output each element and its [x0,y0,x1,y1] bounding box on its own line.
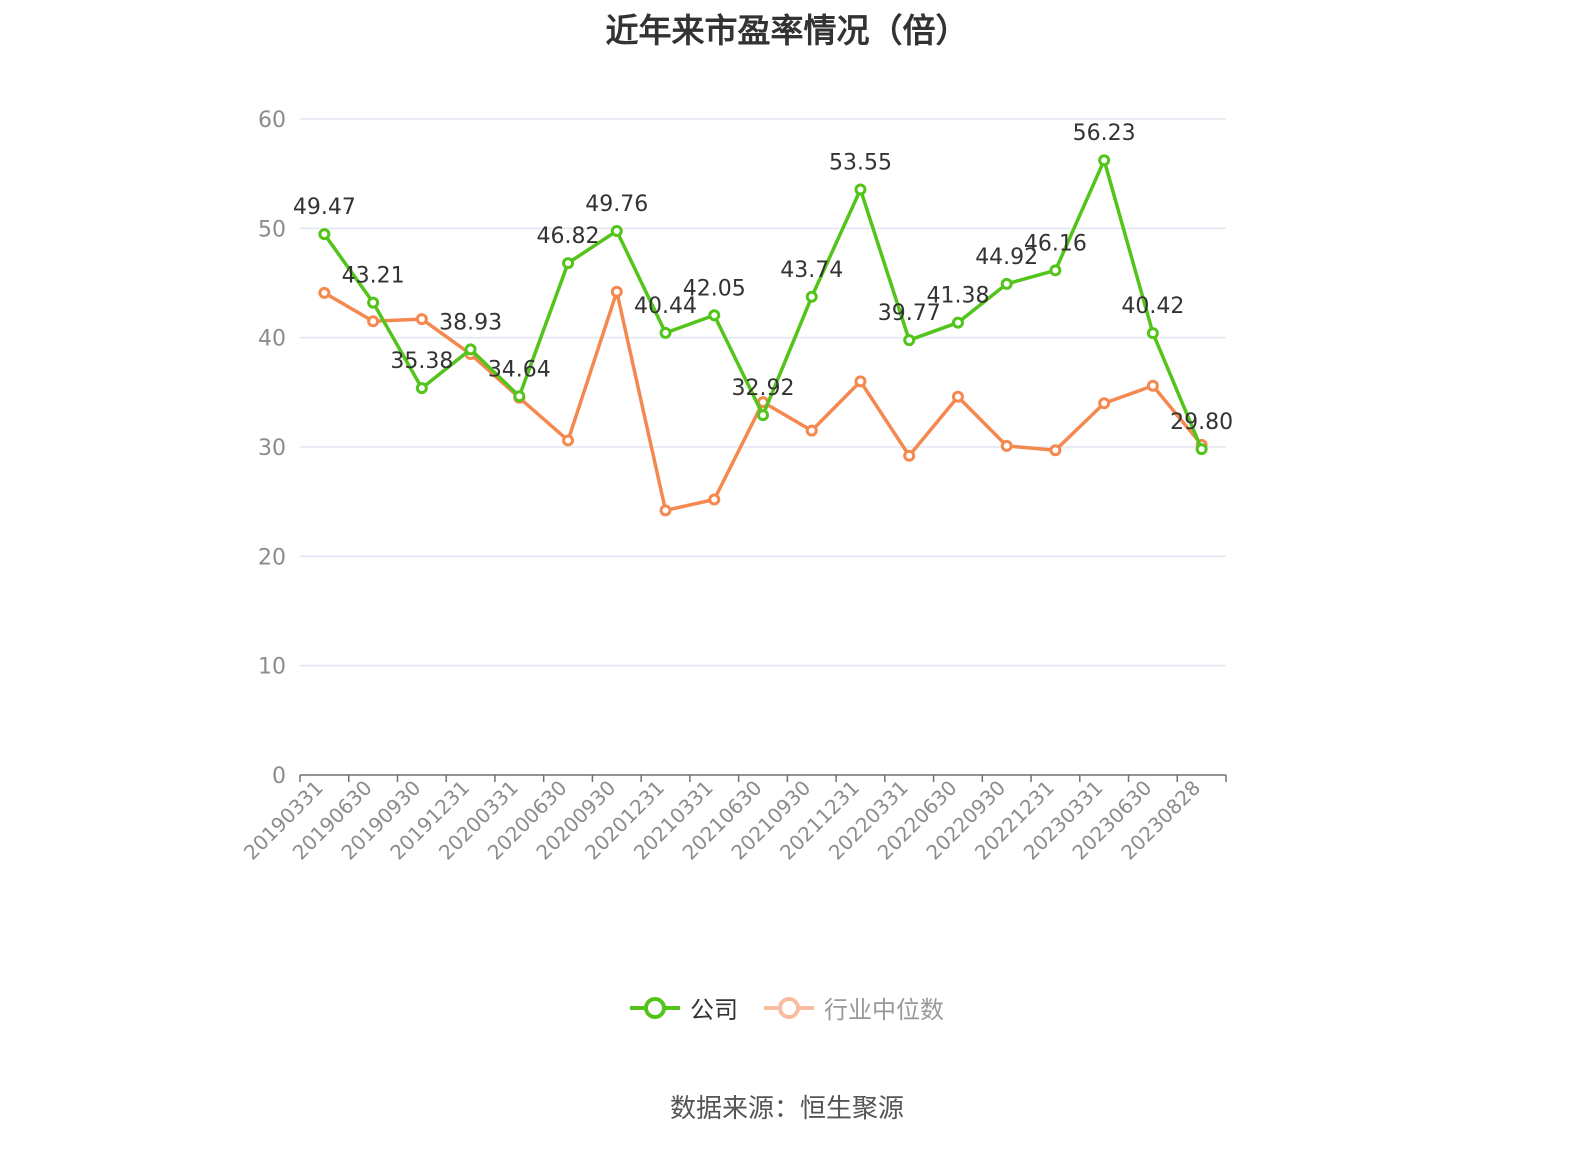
legend: 公司 行业中位数 [0,990,1574,1025]
data-point-company [805,290,818,303]
data-label-company: 43.74 [780,258,843,283]
data-label-company: 35.38 [390,349,453,374]
y-tick-label: 60 [258,108,286,133]
series-lines [318,154,1208,517]
data-point-industry-median [805,424,818,437]
data-label-company: 34.64 [488,357,551,382]
data-label-company: 46.82 [537,224,600,249]
data-point-industry-median [367,315,380,328]
data-point-company [951,316,964,329]
data-point-company [659,326,672,339]
data-label-company: 29.80 [1170,410,1233,435]
y-tick-label: 20 [258,545,286,570]
data-point-industry-median [1146,379,1159,392]
data-point-company [854,183,867,196]
data-point-industry-median [854,375,867,388]
data-point-industry-median [1049,444,1062,457]
data-point-industry-median [659,504,672,517]
data-point-industry-median [562,434,575,447]
data-label-company: 39.77 [878,301,941,326]
y-tick-label: 0 [272,764,286,789]
legend-swatch-industry-median [764,996,814,1019]
data-point-industry-median [903,449,916,462]
data-label-company: 32.92 [732,376,795,401]
data-point-company [562,257,575,270]
data-point-company [903,334,916,347]
data-point-industry-median [415,313,428,326]
legend-item-company[interactable]: 公司 [630,990,738,1025]
data-label-company: 49.47 [293,195,356,220]
data-point-company [367,296,380,309]
legend-label-industry-median: 行业中位数 [824,996,944,1024]
data-point-company [1098,154,1111,167]
data-source: 数据来源：恒生聚源 [669,1094,904,1124]
data-label-company: 40.42 [1121,294,1184,319]
data-point-company [708,309,721,322]
data-label-company: 53.55 [829,151,892,176]
data-point-company [513,390,526,403]
data-label-company: 46.16 [1024,231,1087,256]
data-point-company [318,228,331,241]
chart-title: 近年来市盈率情况（倍） [605,11,969,50]
data-point-company [1195,443,1208,456]
data-label-company: 41.38 [926,284,989,309]
data-point-industry-median [951,390,964,403]
data-label-company: 43.21 [342,264,405,289]
y-tick-label: 40 [258,327,286,352]
data-point-industry-median [1098,397,1111,410]
legend-item-industry-median[interactable]: 行业中位数 [764,990,944,1025]
y-tick-label: 50 [258,217,286,242]
data-label-company: 40.44 [634,294,697,319]
data-labels: 49.47 43.21 35.38 38.93 34.64 46.82 49.76 40.44… [293,121,1233,435]
y-axis-ticks: 0 10 20 30 40 50 60 [258,108,286,789]
x-axis-ticks: 2019033120190630201909302019123120200331… [239,776,1205,865]
grid-lines [300,118,1226,667]
data-point-industry-median [610,285,623,298]
data-label-company: 49.76 [585,192,648,217]
y-tick-label: 10 [258,655,286,680]
data-point-industry-median [318,286,331,299]
data-point-company [1000,277,1013,290]
data-point-industry-median [1000,439,1013,452]
data-point-company [415,382,428,395]
data-point-company [610,224,623,237]
data-label-company: 44.92 [975,245,1038,270]
x-axis [299,774,1227,782]
data-point-company [464,343,477,356]
data-label-company: 56.23 [1073,121,1136,146]
legend-swatch-company [630,996,680,1019]
y-tick-label: 30 [258,436,286,461]
legend-label-company: 公司 [690,996,738,1024]
data-point-company [757,409,769,422]
data-label-company: 38.93 [439,310,502,335]
data-point-company [1146,327,1159,340]
data-point-company [1049,264,1062,277]
data-label-company: 42.05 [683,276,746,301]
data-point-industry-median [708,493,721,506]
